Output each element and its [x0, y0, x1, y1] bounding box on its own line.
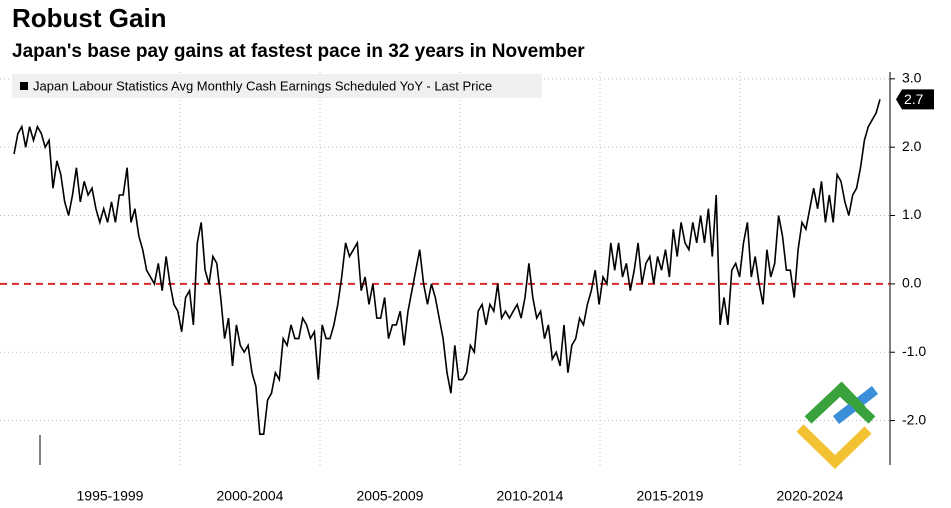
x-tick-label: 2000-2004 — [217, 488, 284, 504]
last-value-box — [896, 89, 934, 110]
legend-label: Japan Labour Statistics Avg Monthly Cash… — [33, 78, 492, 93]
y-tick-label: -1.0 — [902, 343, 926, 359]
chart-subtitle: Japan's base pay gains at fastest pace i… — [12, 41, 585, 62]
y-tick-label: 0.0 — [902, 275, 922, 291]
x-tick-label: 2010-2014 — [497, 488, 564, 504]
y-tick-label: -2.0 — [902, 411, 926, 427]
last-value-label: 2.7 — [904, 91, 924, 107]
x-tick-label: 1995-1999 — [77, 488, 144, 504]
chart-title: Robust Gain — [12, 3, 167, 33]
x-tick-label: 2005-2009 — [357, 488, 424, 504]
legend-swatch — [20, 82, 28, 90]
x-tick-label: 2020-2024 — [777, 488, 844, 504]
y-tick-label: 3.0 — [902, 70, 922, 86]
x-tick-label: 2015-2019 — [637, 488, 704, 504]
logo — [796, 381, 879, 469]
data-line — [13, 99, 881, 435]
y-tick-label: 1.0 — [902, 206, 922, 222]
legend-box — [12, 74, 542, 98]
y-tick-label: 2.0 — [902, 138, 922, 154]
